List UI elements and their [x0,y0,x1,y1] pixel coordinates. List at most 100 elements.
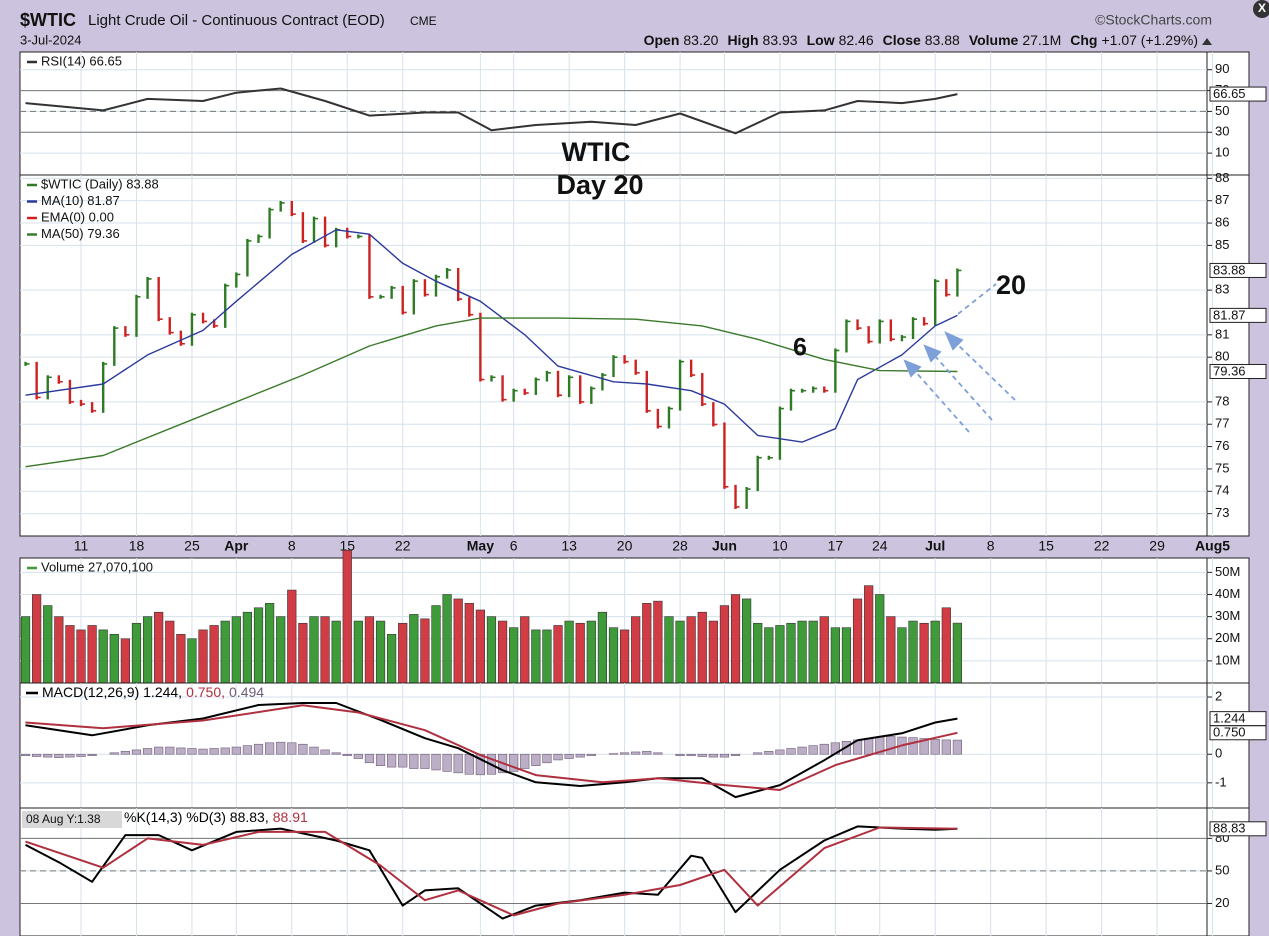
bar [697,611,707,684]
x-tick-label: 22 [1094,538,1110,554]
bar [608,627,619,684]
bar [908,737,918,755]
bar [54,753,64,758]
close-button[interactable] [1253,0,1269,18]
x-tick-label: 20 [617,538,633,554]
legend-label: 0.750, [186,684,225,700]
annotation: 20 [996,270,1026,300]
bar [464,753,474,775]
bar [420,753,430,769]
legend-label: 88.91 [273,809,308,825]
bar [109,752,119,755]
bar [253,607,264,684]
legend-label: MA(50) 79.36 [41,226,120,241]
bar [265,742,275,755]
bar [708,753,718,758]
bar [808,620,818,684]
bar [242,611,253,684]
legend: %K(14,3) %D(3) 88.83, 88.91 [124,809,308,825]
bar [331,752,341,755]
y-tick-label: 90 [1215,61,1229,76]
bar [442,753,452,772]
bar [342,549,352,684]
bar [786,622,796,684]
legend-label: RSI(14) 66.65 [41,53,122,68]
bar [908,620,918,684]
bar [786,748,796,755]
bar [364,753,375,764]
last-value-label: 1.244 [1213,711,1246,726]
bar [952,739,962,755]
x-tick-label: 11 [74,538,89,554]
y-tick-label: 50 [1215,862,1229,877]
bar [198,629,208,684]
x-tick-label: 17 [828,538,844,554]
x-tick-label: Aug5 [1195,538,1230,554]
y-tick-label: 75 [1215,460,1229,475]
panel-background [19,51,1250,176]
bar [708,620,718,684]
x-tick-label: 25 [184,538,200,554]
bar [220,747,230,755]
bar [797,620,807,684]
bar [919,622,929,684]
x-tick-label: 8 [987,538,995,554]
bar [697,753,707,757]
quote-value: 83.88 [925,32,960,48]
bar [120,638,130,684]
bar [43,605,53,684]
y-tick-label: 20M [1215,630,1240,645]
quote: Open 83.20 High 83.93 Low 82.46 Close 83.88 Volu… [644,32,1198,48]
bar [509,627,519,684]
arrow-head [903,359,922,378]
bar [409,614,419,684]
x-tick-label: 10 [772,538,788,554]
bar [542,753,552,764]
bar [930,620,940,684]
bar [20,753,31,756]
legend-label: MA(10) 81.87 [41,193,120,208]
bar [864,738,874,755]
bar [187,638,197,684]
close-icon[interactable]: X [1258,1,1266,15]
bar [753,622,763,684]
series-line [25,317,958,468]
y-tick-label: 83 [1215,282,1229,297]
bar [930,739,940,755]
cursor-label: 08 Aug Y:1.38 [26,812,101,826]
bar [253,743,264,755]
description: Light Crude Oil - Continuous Contract (E… [88,12,385,29]
annotation: WTIC [562,137,631,167]
bar [398,753,408,768]
bar [520,616,530,684]
bar [220,620,230,684]
y-tick-label: 10M [1215,652,1240,667]
bar [287,589,297,684]
x-tick-label: 6 [510,538,518,554]
bar [176,747,186,755]
last-value-label: 66.65 [1213,86,1246,101]
bar [952,622,962,684]
x-tick-label: 28 [672,538,688,554]
bar [686,616,696,684]
cursor-box [22,811,122,828]
last-value-label: 0.750 [1213,725,1246,740]
bar [409,753,419,769]
bar [375,620,386,684]
bar [586,620,596,684]
bar [531,629,541,684]
x-tick-label: 15 [1038,538,1054,554]
bar [520,753,530,769]
x-tick-label: Jul [925,538,945,554]
bar [353,753,363,759]
panel-background [19,807,1250,936]
bar [442,594,452,684]
bar [298,622,308,684]
bar [675,620,685,684]
y-tick-label: 0 [1215,746,1222,761]
x-tick-label: Jun [712,538,737,554]
legend-label: EMA(0) 0.00 [41,209,114,224]
symbol: $WTIC [20,10,76,30]
arrow [954,341,1016,401]
bar [631,751,641,755]
